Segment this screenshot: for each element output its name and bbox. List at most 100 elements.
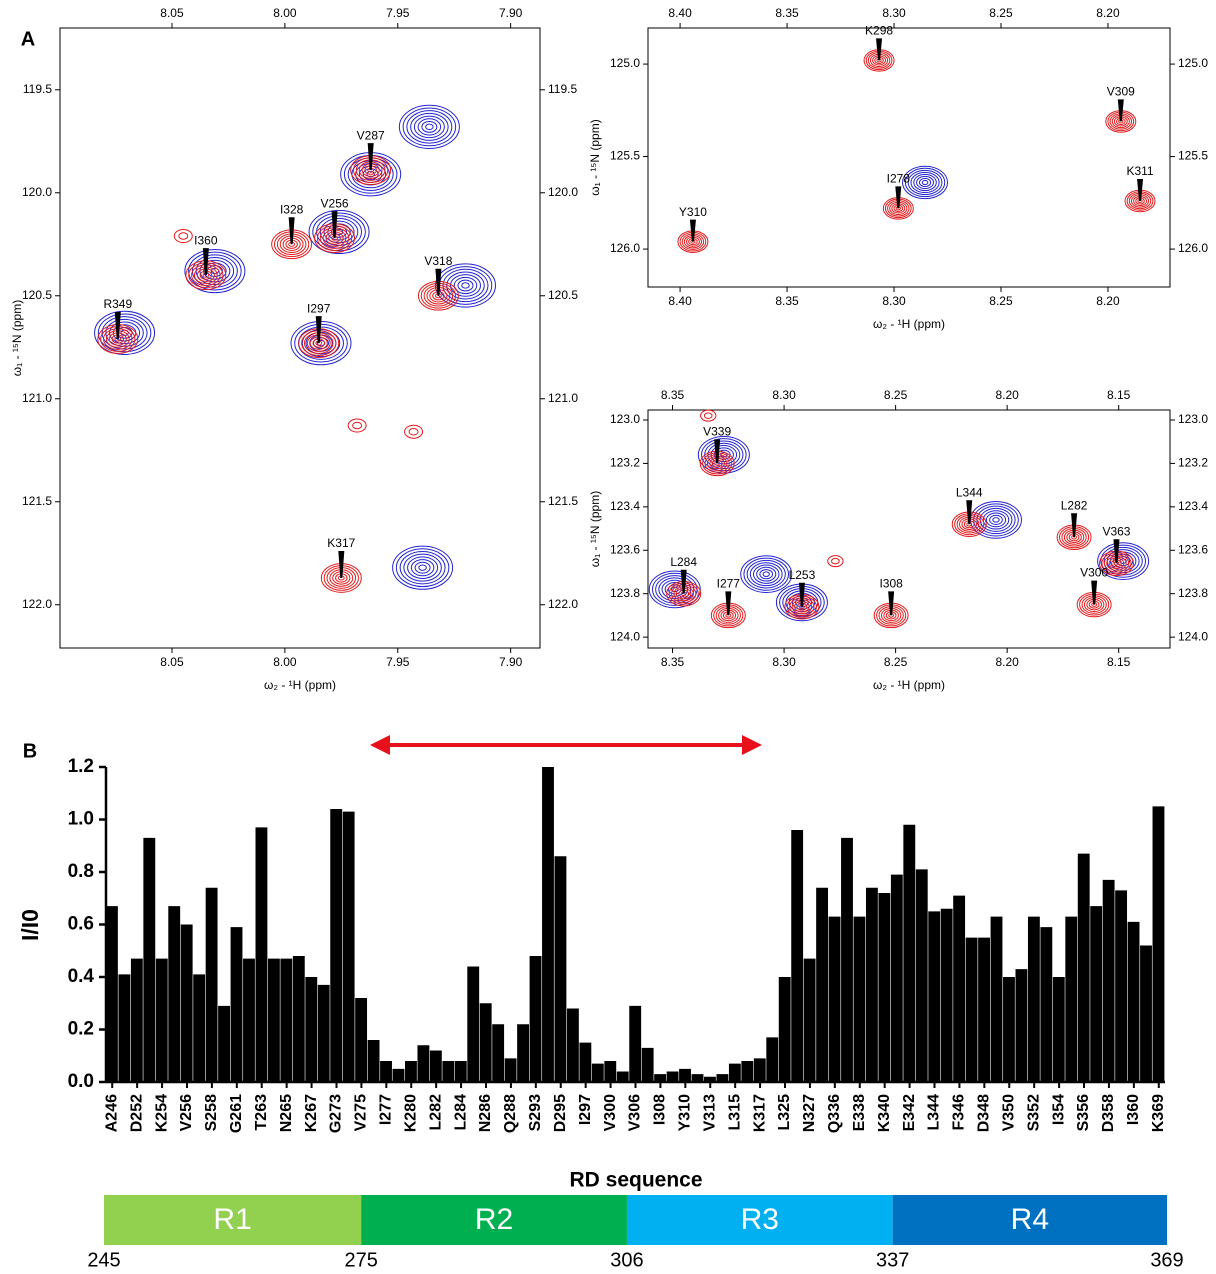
- contour-ring: [1097, 542, 1150, 580]
- label-pointer: [895, 186, 902, 209]
- peak-label: V300: [1080, 566, 1108, 580]
- contour-ring: [743, 557, 790, 591]
- y-tick-label: 121.0: [548, 391, 578, 405]
- y-tick-label: 122.0: [548, 597, 578, 611]
- bar: [791, 830, 804, 1082]
- blue-peak: [392, 545, 454, 590]
- spectrum: 8.40 8.40 8.35 8.35 8.30 8.30 8.25 8.25 8.20 8.20…: [588, 6, 1208, 331]
- x-tick-label: N327: [801, 1094, 818, 1132]
- label-pointer: [331, 211, 338, 239]
- contour-ring: [827, 555, 844, 568]
- x-tick-label: 8.30: [772, 655, 796, 669]
- bar: [853, 916, 866, 1082]
- peak-label: K317: [327, 536, 355, 550]
- contour-ring: [308, 209, 370, 255]
- x-tick-label: 8.25: [989, 6, 1013, 20]
- y-tick-label: 124.0: [1178, 629, 1208, 643]
- y-tick-label: 121.5: [22, 494, 52, 508]
- x-tick-label: V313: [701, 1094, 718, 1131]
- contour-ring: [762, 571, 770, 577]
- bar: [841, 837, 853, 1082]
- plot-frame: [647, 27, 1171, 288]
- contour-ring: [94, 310, 156, 355]
- region: [104, 1195, 362, 1245]
- region: [626, 1195, 893, 1245]
- label-pointer: [435, 268, 442, 296]
- peak-label: L253: [789, 568, 816, 582]
- region-label: R1: [213, 1203, 251, 1236]
- y-tick-label: 121.0: [22, 391, 52, 405]
- contour-ring: [992, 517, 1000, 523]
- bar: [479, 1003, 492, 1082]
- peak: [666, 580, 702, 607]
- x-tick-label: N265: [278, 1094, 295, 1132]
- x-tick-label: Q336: [826, 1094, 843, 1133]
- contour-ring: [414, 561, 431, 574]
- x-axis-label: ω₂ - ¹H (ppm): [873, 678, 945, 692]
- x-tick-label: 8.25: [884, 655, 908, 669]
- y-tick-label: 123.8: [1178, 586, 1208, 600]
- bar: [1127, 921, 1140, 1082]
- label-pointer: [338, 550, 345, 578]
- x-tick-label: 8.35: [775, 294, 799, 308]
- bar: [380, 1061, 392, 1082]
- bar: [1090, 906, 1103, 1082]
- x-tick-label: I308: [652, 1094, 669, 1125]
- x-tick-label: Q288: [502, 1094, 519, 1133]
- bar: [616, 1071, 629, 1082]
- contour-ring: [418, 564, 427, 571]
- y-tick-label: 125.5: [1178, 149, 1208, 163]
- x-tick-label: 8.15: [1107, 388, 1131, 402]
- x-tick-label: E342: [901, 1094, 918, 1131]
- contour-ring: [756, 566, 777, 582]
- bar: [292, 956, 305, 1082]
- bar: [890, 874, 903, 1082]
- y-tick-label: 123.0: [610, 412, 640, 426]
- label-pointer: [725, 591, 732, 616]
- label-pointer: [367, 143, 374, 171]
- y-axis-label: ω₁ - ¹⁵N (ppm): [588, 491, 602, 567]
- spectrum: 8.05 8.05 8.00 8.00 7.95 7.95 7.90 7.90 119.5 119…: [10, 6, 578, 692]
- contour-ring: [184, 248, 246, 294]
- bar: [1140, 945, 1152, 1082]
- y-tick-label: 123.2: [1178, 456, 1208, 470]
- x-tick-label: G261: [228, 1094, 245, 1133]
- bar: [467, 966, 480, 1082]
- contour-ring: [1100, 544, 1146, 578]
- label-pointer: [114, 312, 121, 340]
- x-tick-label: 8.20: [995, 655, 1019, 669]
- label-pointer: [680, 569, 687, 594]
- bar: [691, 1074, 704, 1082]
- contour-ring: [408, 427, 419, 436]
- label-pointer: [288, 217, 295, 245]
- bar: [218, 1005, 230, 1082]
- x-tick-label: 8.35: [661, 388, 685, 402]
- contour-ring: [913, 173, 937, 192]
- label-pointer: [315, 316, 322, 344]
- contour-ring: [989, 514, 1003, 525]
- region-label: R2: [475, 1203, 513, 1236]
- y-tick-label: 124.0: [610, 629, 640, 643]
- blue-peak: [308, 209, 370, 255]
- x-tick-label: 8.30: [882, 294, 906, 308]
- y-axis-label: ω₁ - ¹⁵N (ppm): [10, 300, 24, 376]
- label-pointer: [888, 591, 895, 616]
- bar: [106, 906, 118, 1082]
- contour-ring: [740, 555, 793, 594]
- bar: [604, 1061, 617, 1082]
- bar: [517, 1024, 529, 1082]
- bar: [1015, 969, 1028, 1082]
- bar: [654, 1074, 667, 1082]
- x-tick-label: D295: [552, 1094, 569, 1132]
- bar: [629, 1005, 642, 1082]
- bar: [529, 956, 542, 1082]
- bar: [417, 1045, 430, 1082]
- y-axis-label: ω₁ - ¹⁵N (ppm): [588, 119, 602, 195]
- contour-ring: [352, 421, 363, 430]
- x-tick-label: 7.90: [499, 655, 523, 669]
- x-tick-label: V306: [627, 1094, 644, 1131]
- y-tick-label: 0.6: [68, 914, 94, 935]
- bar: [155, 958, 168, 1082]
- bar: [1115, 890, 1128, 1082]
- contour-ring: [399, 550, 446, 585]
